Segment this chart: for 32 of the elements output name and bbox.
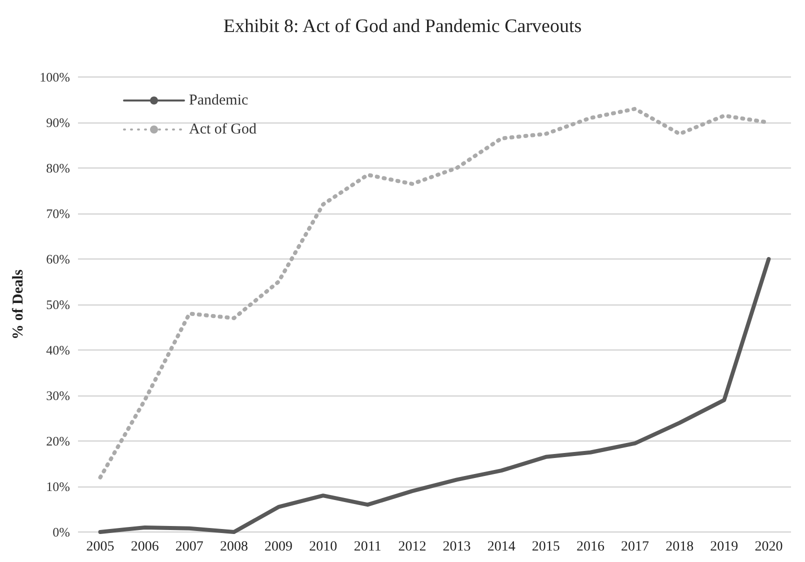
legend-label: Pandemic xyxy=(189,92,248,108)
y-tick-label: 50% xyxy=(46,297,70,312)
x-tick-label: 2019 xyxy=(710,540,738,554)
x-tick-label: 2010 xyxy=(309,540,338,554)
line-series xyxy=(98,257,771,534)
x-tick-label: 2006 xyxy=(130,540,159,554)
chart-title: Exhibit 8: Act of God and Pandemic Carveouts xyxy=(223,16,582,37)
y-tick-label: 40% xyxy=(46,342,70,358)
x-tick-label: 2008 xyxy=(220,540,248,554)
x-tick-label: 2015 xyxy=(532,540,560,554)
x-tick-label: 2009 xyxy=(264,540,293,554)
x-tick-label: 2012 xyxy=(398,540,426,554)
y-tick-label: 80% xyxy=(46,160,70,176)
y-tick-label: 60% xyxy=(46,252,70,266)
x-tick-label: 2011 xyxy=(354,540,382,554)
x-tick-label: 2020 xyxy=(754,540,783,554)
y-tick-label: 90% xyxy=(46,115,70,130)
x-tick-label: 2005 xyxy=(86,540,114,554)
y-tick-label: 70% xyxy=(46,206,70,221)
y-tick-label: 100% xyxy=(40,70,70,84)
x-tick-label: 2016 xyxy=(576,540,604,554)
legend-label: Act of God xyxy=(189,122,257,138)
y-tick-label: 0% xyxy=(52,524,70,540)
y-axis-title: % of Deals xyxy=(10,269,26,340)
y-tick-label: 10% xyxy=(46,479,70,494)
x-tick-label: 2007 xyxy=(175,540,204,554)
x-tick-label: 2014 xyxy=(487,540,516,554)
x-tick-label: 2013 xyxy=(442,540,471,554)
x-tick-label: 2018 xyxy=(666,540,694,554)
x-tick-label: 2017 xyxy=(621,540,650,554)
y-tick-label: 20% xyxy=(46,434,70,448)
y-tick-label: 30% xyxy=(46,388,70,403)
